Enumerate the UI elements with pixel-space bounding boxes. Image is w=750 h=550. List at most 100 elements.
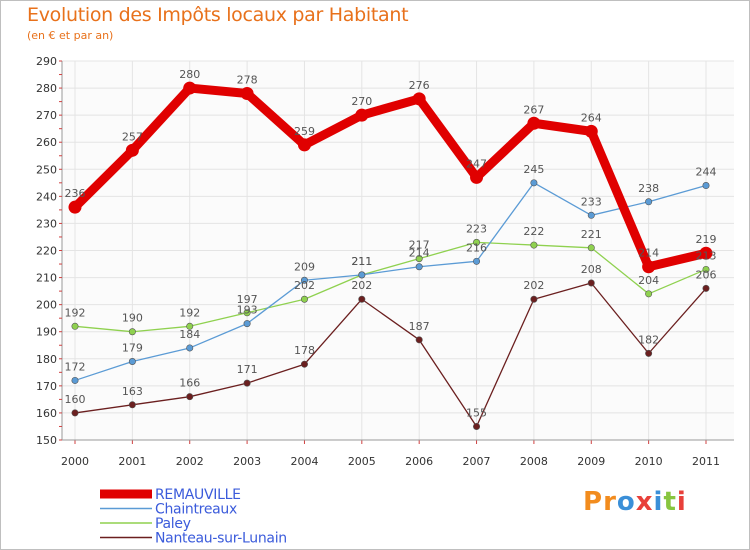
- data-label: 192: [179, 306, 200, 319]
- data-point: [642, 260, 656, 274]
- data-label: 192: [65, 306, 86, 319]
- y-tick-label: 180: [36, 353, 57, 366]
- y-tick-label: 150: [36, 434, 57, 447]
- data-label: 184: [179, 328, 200, 341]
- data-label: 179: [122, 341, 143, 354]
- x-tick-label: 2011: [692, 455, 720, 468]
- data-point: [587, 244, 595, 252]
- y-tick-label: 220: [36, 245, 57, 258]
- x-tick-label: 2004: [290, 455, 318, 468]
- data-point: [645, 349, 653, 357]
- y-tick-label: 230: [36, 217, 57, 230]
- data-point: [587, 211, 595, 219]
- data-point: [355, 108, 369, 122]
- data-point: [240, 86, 254, 100]
- data-point: [530, 241, 538, 249]
- data-label: 245: [523, 163, 544, 176]
- data-point: [473, 238, 481, 246]
- data-point: [702, 284, 710, 292]
- data-point: [300, 276, 308, 284]
- y-tick-label: 210: [36, 272, 57, 285]
- x-tick-label: 2001: [118, 455, 146, 468]
- data-label: 247: [466, 157, 487, 170]
- data-label: 190: [122, 312, 143, 325]
- data-label: 233: [581, 195, 602, 208]
- data-label: 171: [237, 363, 258, 376]
- data-point: [584, 124, 598, 138]
- data-label: 155: [466, 406, 487, 419]
- data-point: [530, 179, 538, 187]
- data-point: [415, 336, 423, 344]
- x-tick-label: 2002: [176, 455, 204, 468]
- data-point: [68, 200, 82, 214]
- data-point: [358, 295, 366, 303]
- x-tick-label: 2009: [577, 455, 605, 468]
- data-label: 222: [523, 225, 544, 238]
- data-label: 214: [409, 247, 430, 260]
- data-label: 276: [409, 79, 430, 92]
- data-point: [128, 401, 136, 409]
- series-line-chaintreaux: [74, 182, 707, 382]
- data-point: [470, 170, 484, 184]
- data-label: 163: [122, 385, 143, 398]
- legend-label: REMAUVILLE: [155, 487, 241, 503]
- y-tick-label: 200: [36, 299, 57, 312]
- data-point: [243, 309, 251, 317]
- data-point: [71, 376, 79, 384]
- x-tick-label: 2008: [520, 455, 548, 468]
- data-label: 278: [237, 73, 258, 86]
- data-label: 202: [294, 279, 315, 292]
- data-label: 214: [638, 247, 659, 260]
- data-label: 223: [466, 222, 487, 235]
- data-point: [473, 257, 481, 265]
- data-point: [358, 271, 366, 279]
- proxiti-logo: Proxiti: [583, 487, 687, 517]
- data-point: [300, 360, 308, 368]
- y-tick-label: 280: [36, 82, 57, 95]
- data-label: 197: [237, 293, 258, 306]
- data-label: 202: [351, 279, 372, 292]
- chart-title: Evolution des Impôts locaux par Habitant: [27, 4, 409, 26]
- data-point: [243, 320, 251, 328]
- data-label: 280: [179, 68, 200, 81]
- y-tick-label: 270: [36, 109, 57, 122]
- data-label: 160: [65, 393, 86, 406]
- series-line-nanteau-sur-lunain: [74, 282, 707, 428]
- data-point: [128, 328, 136, 336]
- data-point: [587, 279, 595, 287]
- data-point: [297, 138, 311, 152]
- data-label: 206: [696, 268, 717, 281]
- x-tick-label: 2010: [635, 455, 663, 468]
- data-label: 244: [696, 166, 717, 179]
- y-tick-label: 290: [36, 55, 57, 68]
- series-line-paley: [74, 241, 707, 333]
- y-tick-label: 170: [36, 380, 57, 393]
- data-point: [71, 322, 79, 330]
- data-point: [300, 295, 308, 303]
- data-point: [527, 116, 541, 130]
- data-point: [71, 409, 79, 417]
- data-label: 178: [294, 344, 315, 357]
- data-point: [415, 263, 423, 271]
- data-label: 238: [638, 182, 659, 195]
- data-label: 236: [65, 187, 86, 200]
- x-tick-label: 2000: [61, 455, 89, 468]
- data-point: [186, 344, 194, 352]
- x-tick-label: 2007: [463, 455, 491, 468]
- data-label: 257: [122, 130, 143, 143]
- data-label: 217: [409, 239, 430, 252]
- data-point: [243, 379, 251, 387]
- x-tick-label: 2006: [405, 455, 433, 468]
- y-tick-label: 250: [36, 163, 57, 176]
- data-label: 216: [466, 241, 487, 254]
- series-line-remauville: [70, 83, 711, 272]
- data-label: 211: [351, 255, 372, 268]
- data-label: 219: [696, 233, 717, 246]
- data-label: 270: [351, 95, 372, 108]
- data-point: [473, 422, 481, 430]
- data-label: 209: [294, 260, 315, 273]
- data-label: 187: [409, 320, 430, 333]
- data-point: [699, 246, 713, 260]
- legend-label: Chaintreaux: [155, 502, 237, 518]
